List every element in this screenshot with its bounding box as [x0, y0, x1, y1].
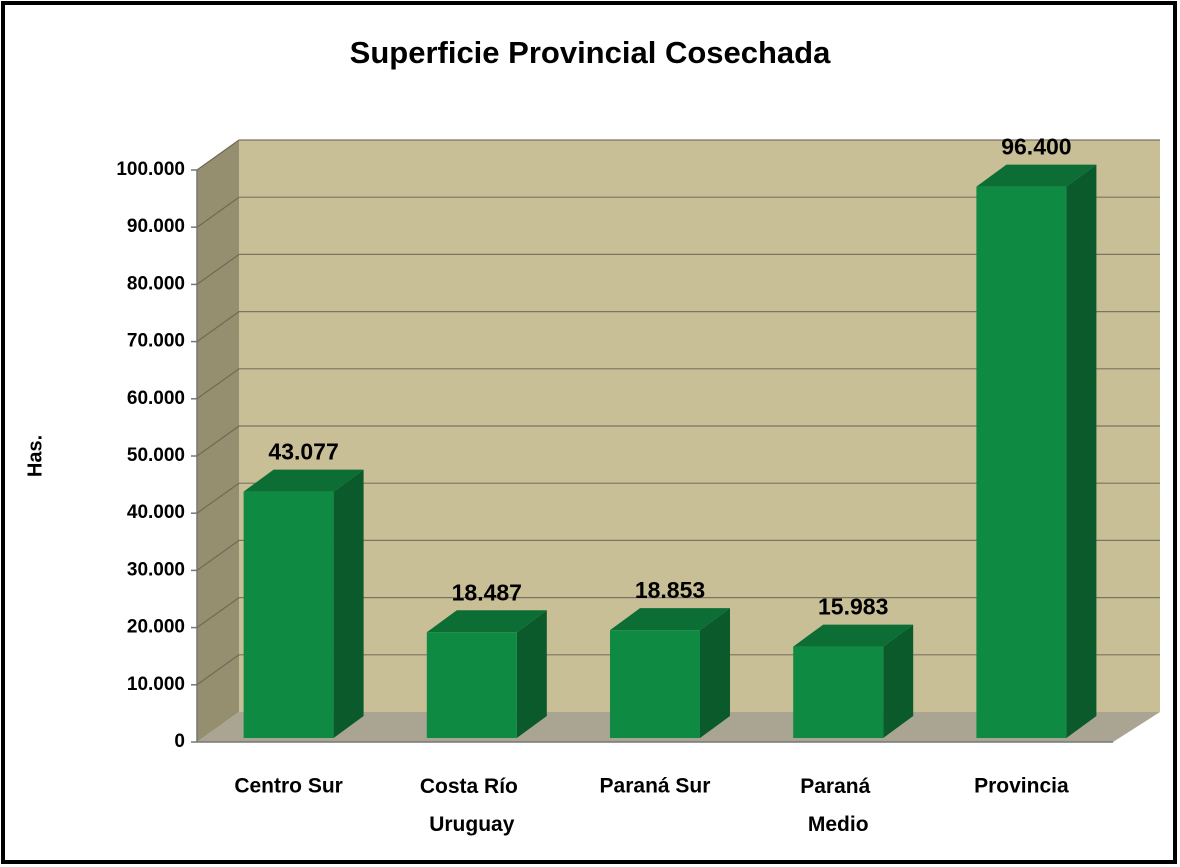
data-label: 18.487: [452, 579, 522, 605]
x-tick-label: Paraná Sur: [600, 775, 711, 798]
y-tick-label: 20.000: [127, 617, 185, 638]
bar: [976, 186, 1067, 739]
y-tick-label: 10.000: [127, 674, 185, 695]
grid-line: [196, 425, 240, 457]
y-tick-label: 80.000: [127, 273, 185, 294]
bar: [793, 646, 884, 738]
data-label: 43.077: [268, 439, 338, 465]
bar-side: [333, 469, 364, 738]
bar-top: [976, 164, 1097, 187]
bar: [426, 632, 517, 738]
y-tick-label: 60.000: [127, 388, 185, 409]
grid-line: [196, 597, 240, 629]
y-tick-label: 30.000: [127, 559, 185, 580]
bar-side: [1066, 164, 1097, 739]
grid-line: [196, 539, 240, 571]
y-axis-label: Has.: [24, 435, 46, 477]
x-tick-label: Centro Sur: [234, 775, 343, 798]
bar-top: [243, 469, 364, 492]
grid-line: [196, 196, 240, 228]
chart-title: Superficie Provincial Cosechada: [350, 35, 831, 70]
bar-side: [516, 610, 547, 738]
y-tick-label: 40.000: [127, 502, 185, 523]
bar-top: [610, 608, 730, 631]
bar-top: [793, 624, 914, 647]
grid-line: [196, 654, 240, 686]
y-tick-label: 50.000: [127, 445, 185, 466]
x-tick-label: Paraná Medio: [800, 775, 876, 836]
y-tick-label: 100.000: [116, 159, 185, 180]
y-tick-label: 0: [174, 731, 185, 752]
bar-top: [426, 610, 547, 633]
bar: [243, 491, 334, 738]
grid-line: [196, 482, 240, 514]
data-label: 15.983: [818, 594, 888, 620]
grid-line: [196, 139, 240, 171]
bar-side: [700, 608, 730, 738]
y-tick-label: 70.000: [127, 331, 185, 352]
grid-line: [196, 311, 240, 343]
x-tick-label: Provincia: [974, 775, 1069, 798]
bar-side: [883, 624, 914, 738]
bar: [610, 630, 700, 738]
data-label: 18.853: [635, 577, 705, 603]
grid-line: [196, 253, 240, 285]
grid-line: [196, 368, 240, 400]
data-label: 96.400: [1001, 134, 1071, 160]
y-tick-label: 90.000: [127, 216, 185, 237]
x-tick-label: Costa Río Uruguay: [420, 775, 524, 836]
